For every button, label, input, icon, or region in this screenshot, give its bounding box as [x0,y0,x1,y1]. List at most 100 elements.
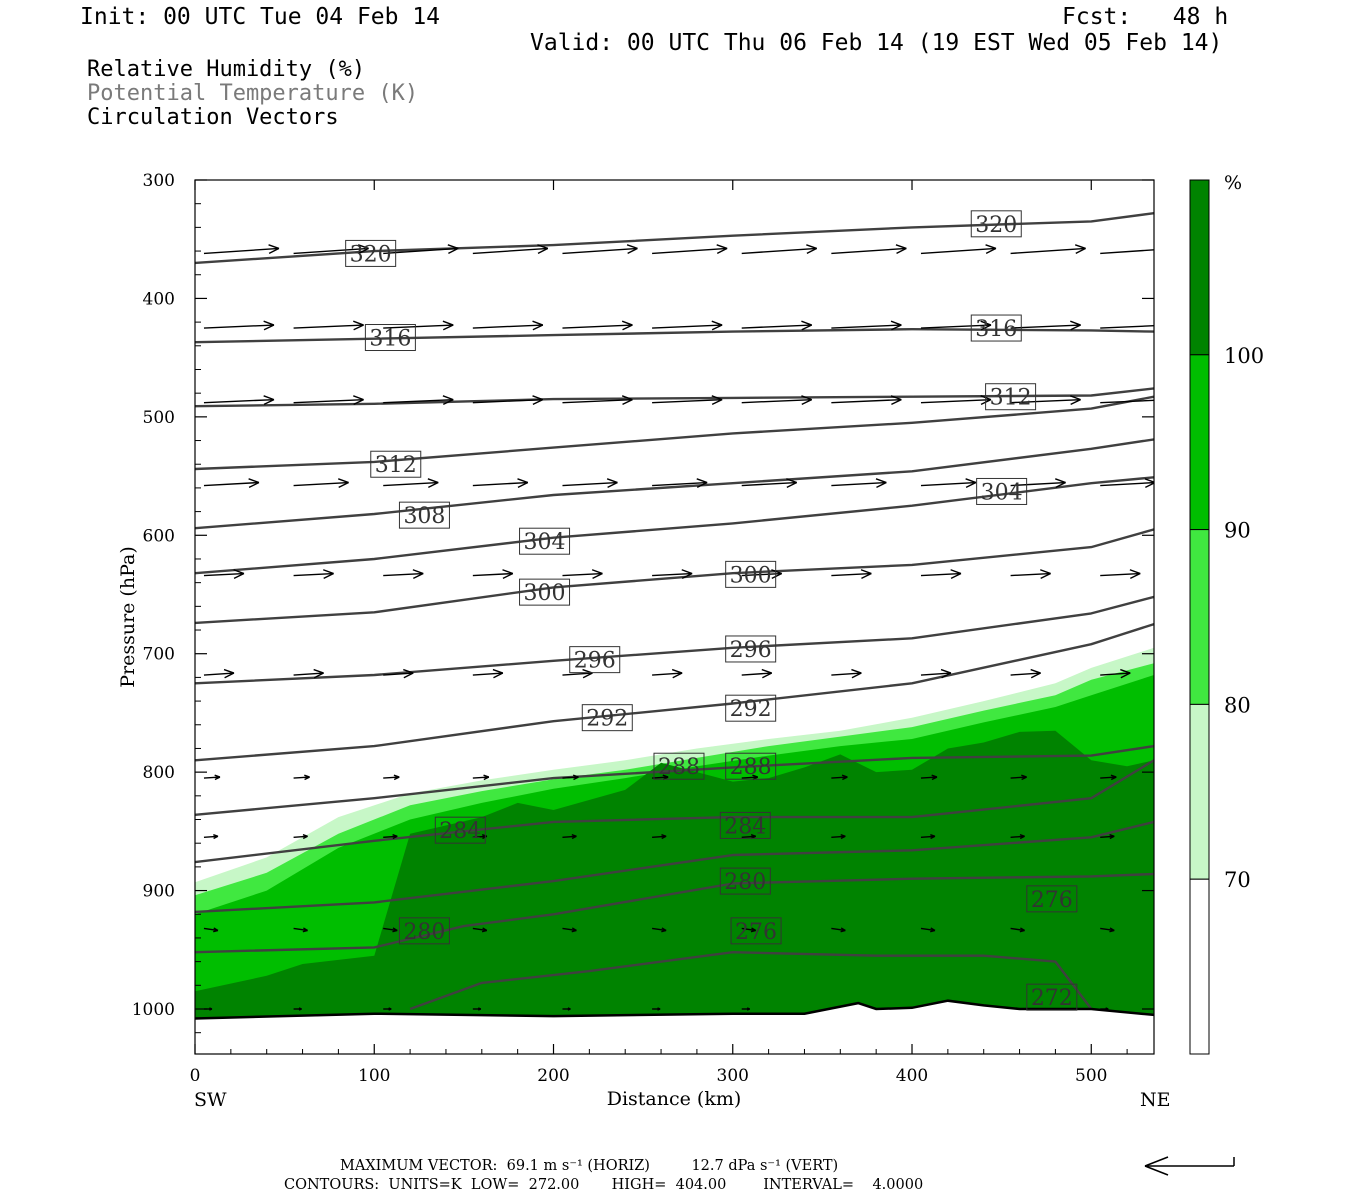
wind-vector [1100,249,1154,255]
theta-label-box [434,816,486,844]
wind-vector [293,244,369,255]
theta-contour-280 [195,820,1154,914]
theta-label-box [725,752,777,780]
theta-label-box [719,811,771,839]
wind-vector [203,569,245,579]
wind-vector [1010,395,1081,405]
wind-vector [741,668,773,679]
theta-label: 276 [730,917,782,945]
colorbar-segment [1189,179,1210,356]
wind-vector [652,244,728,255]
wind-vector [741,927,757,933]
theta-label-text: 276 [735,920,777,945]
wind-vector [652,320,723,331]
wind-vector [831,320,902,331]
wind-vector [1100,325,1154,329]
valid-time: Valid: 00 UTC Thu 06 Feb 14 (19 EST Wed … [530,30,1223,56]
theta-contour-292 [195,622,1154,762]
wind-vector [831,668,862,679]
reference-vector-arrow [1144,1156,1235,1176]
wind-vector [203,668,235,679]
wind-vector [831,478,887,489]
wind-vector [1100,927,1115,933]
wind-vector [920,927,936,933]
wind-vector [293,395,364,405]
wind-vector [562,1007,571,1011]
theta-label-box [970,210,1022,238]
theta-label-text: 304 [524,530,566,555]
wind-vector [472,668,504,679]
theta-label-box [985,383,1037,411]
wind-vector [383,834,398,840]
theta-label-text: 296 [730,638,772,663]
wind-vector [1010,569,1051,579]
theta-label: 308 [398,501,450,529]
theta-contour-316 [195,328,1154,344]
theta-label-box [569,646,621,674]
wind-vector [472,774,490,781]
theta-label-text: 284 [439,819,481,844]
theta-label: 296 [725,635,777,663]
wind-vector [383,320,454,331]
wind-vector [203,320,275,331]
theta-label-text: 280 [724,870,766,895]
theta-label-text: 288 [658,755,700,780]
y-tick-label: 800 [143,763,175,783]
theta-label-box [364,324,416,352]
wind-vector [562,244,638,255]
wind-vector [562,927,577,933]
theta-label-box [976,477,1028,505]
theta-label-box [719,867,771,895]
theta-label-text: 300 [524,581,566,606]
y-tick-label: 700 [143,645,175,665]
wind-vector [293,774,310,781]
theta-label-box [1026,983,1078,1011]
x-axis-title: Distance (km) [607,1088,742,1110]
init-time: Init: 00 UTC Tue 04 Feb 14 [80,4,441,30]
theta-label: 296 [569,646,621,674]
colorbar-tick-label: 100 [1224,344,1264,368]
theta-label: 280 [719,867,771,895]
colorbar: % 100 90 80 70 [1189,172,1264,1055]
wind-vector [472,244,549,255]
theta-label-text: 288 [730,755,772,780]
wind-vector [920,668,952,679]
max-vector-info: MAXIMUM VECTOR: 69.1 m s⁻¹ (HORIZ) 12.7 … [340,1158,839,1174]
theta-label-text: 316 [369,327,411,352]
x-tick-label: 300 [717,1066,749,1086]
theta-label-text: 312 [990,386,1032,411]
theta-label-text: 304 [981,480,1023,505]
wind-vector [741,569,783,579]
wind-vector [1100,399,1154,404]
theta-label: 300 [725,560,777,588]
theta-contour-312 [195,387,1154,408]
wind-vector [652,569,693,579]
colorbar-tick-label: 70 [1224,868,1251,892]
wind-vector [203,834,219,840]
theta-contour-296 [195,595,1154,685]
wind-vector [203,244,280,255]
theta-label-box [725,694,777,722]
colorbar-segment [1189,703,1210,880]
wind-vector [293,668,324,679]
wind-vector [472,927,488,933]
wind-vector [383,569,424,579]
wind-vector [1010,668,1041,679]
plot-frame [194,179,1155,1055]
wind-vector [652,1007,661,1011]
wind-vector [920,569,962,579]
wind-vector [472,569,514,579]
y-tick-label: 900 [143,882,175,902]
wind-vector [1100,834,1115,840]
wind-vector [383,774,400,781]
y-tick-label: 400 [143,289,175,309]
theta-contour-312 [195,395,1154,471]
theta-label-text: 292 [730,697,772,722]
wind-vector [293,927,308,933]
colorbar-segment [1189,529,1210,705]
theta-label: 304 [519,527,571,555]
wind-vector [383,927,398,933]
colorbar-tick-label: 90 [1224,519,1251,543]
legend-theta: Potential Temperature (K) [87,81,419,106]
